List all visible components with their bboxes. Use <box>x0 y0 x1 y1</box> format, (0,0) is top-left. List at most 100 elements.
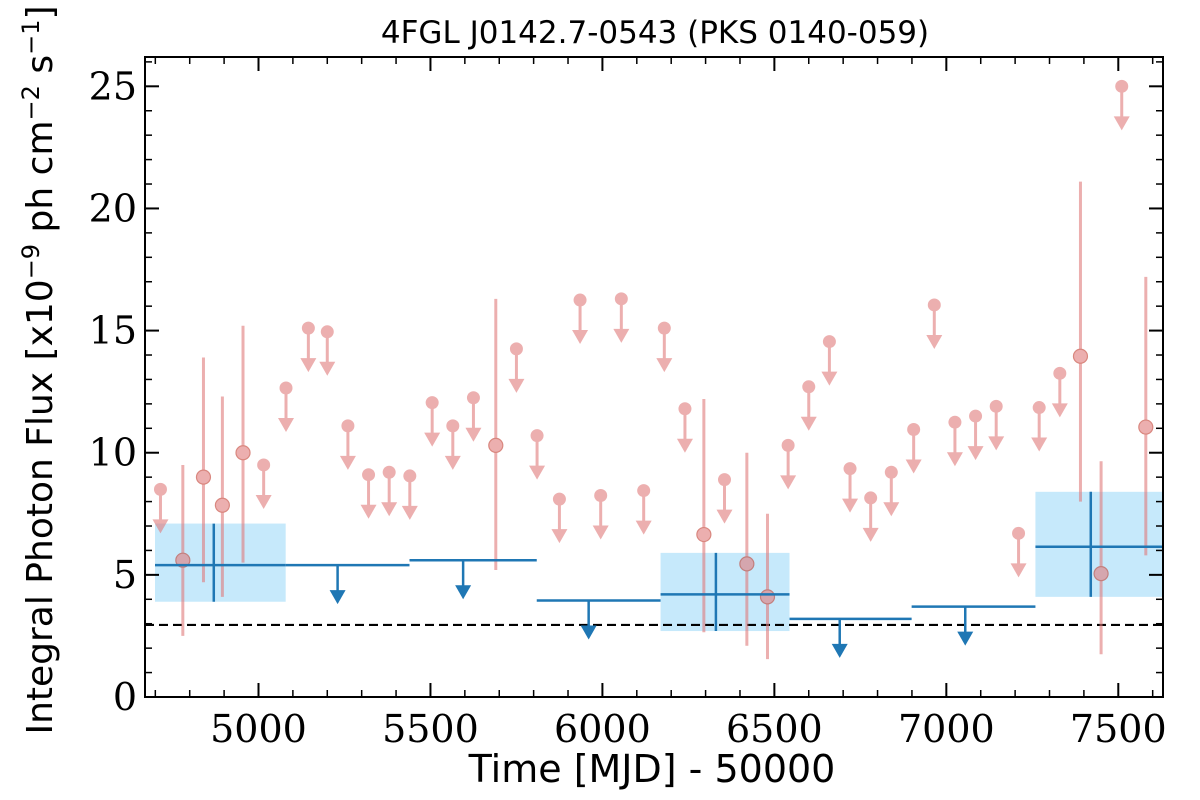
upper-limit-arrow <box>381 502 398 517</box>
upper-limit-arrow <box>580 625 597 640</box>
upper-limit-arrow <box>716 509 733 524</box>
long-bin-detection <box>660 552 790 632</box>
upper-limit-marker <box>552 492 566 506</box>
upper-limit-marker <box>781 438 795 452</box>
y-axis-label-exponent: −1 <box>17 20 45 55</box>
short-bin-upper-limit <box>339 419 356 470</box>
x-tick-label: 7500 <box>1070 707 1167 751</box>
short-bin-upper-limit <box>572 293 589 345</box>
upper-limit-arrow <box>780 475 797 490</box>
short-bin-upper-limit <box>635 484 652 535</box>
short-bin-upper-limit <box>676 402 693 453</box>
long-bin-error-box <box>1035 491 1163 597</box>
upper-limit-marker <box>637 484 651 498</box>
upper-limit-marker <box>153 482 167 496</box>
short-bin-upper-limit <box>967 409 984 461</box>
short-bin-upper-limit <box>360 468 377 519</box>
long-bin-upper-limit <box>536 599 661 640</box>
upper-limit-marker <box>425 396 439 410</box>
upper-limit-arrow <box>1010 563 1027 578</box>
upper-limit-marker <box>1032 401 1046 415</box>
y-tick-label: 20 <box>89 186 137 230</box>
upper-limit-marker <box>843 462 857 476</box>
short-bin-upper-limit <box>716 473 733 524</box>
long-bin-upper-limit <box>789 617 912 658</box>
short-bin-upper-limit <box>319 325 336 376</box>
short-bin-upper-limit <box>529 429 546 480</box>
x-tick-label: 6000 <box>554 707 651 751</box>
short-bin-upper-limit <box>842 462 859 513</box>
short-bin-upper-limit <box>381 465 398 517</box>
y-axis-label-exponent: −9 <box>17 244 45 279</box>
short-bin-upper-limit <box>401 469 418 520</box>
x-tick-label: 5000 <box>210 707 307 751</box>
short-bin-detection <box>175 464 191 636</box>
short-bin-upper-limit <box>613 292 630 343</box>
short-bin-upper-limit <box>592 488 609 540</box>
upper-limit-marker <box>802 380 816 394</box>
upper-limit-marker <box>362 468 376 482</box>
upper-limit-arrow <box>957 631 974 646</box>
short-bin-detection <box>235 325 251 563</box>
upper-limit-arrow <box>329 590 346 605</box>
short-bin-detection <box>739 452 755 646</box>
upper-limit-marker <box>382 465 396 479</box>
upper-limit-arrow <box>946 452 963 467</box>
upper-limit-marker <box>466 391 480 405</box>
upper-limit-arrow <box>572 330 589 345</box>
y-tick-label: 25 <box>89 64 137 108</box>
upper-limit-arrow <box>926 334 943 349</box>
upper-limit-arrow <box>401 505 418 520</box>
upper-limit-arrow <box>319 361 336 376</box>
short-bin-upper-limit <box>465 391 482 442</box>
short-bin-detection <box>1093 461 1109 655</box>
short-bin-upper-limit <box>883 465 900 517</box>
short-bin-upper-limit <box>424 396 441 447</box>
upper-limit-arrow <box>988 436 1005 451</box>
upper-limit-marker <box>530 429 544 443</box>
upper-limit-arrow <box>465 427 482 442</box>
upper-limit-marker <box>1053 366 1067 380</box>
upper-limit-marker <box>948 415 962 429</box>
detection-marker <box>1072 348 1089 364</box>
upper-limit-arrow <box>360 504 377 519</box>
upper-limit-marker <box>678 402 692 416</box>
upper-limit-arrow <box>592 525 609 540</box>
y-tick-label: 10 <box>89 431 137 475</box>
short-bin-detection <box>195 357 212 583</box>
upper-limit-arrow <box>278 417 295 432</box>
upper-limit-arrow <box>300 358 317 373</box>
x-tick-label: 6500 <box>726 707 823 751</box>
short-bin-detection <box>1072 181 1089 502</box>
short-bin-detection <box>1138 276 1154 556</box>
short-bin-upper-limit <box>862 491 879 542</box>
short-bin-upper-limit <box>800 380 817 431</box>
y-axis-label-exponent: −2 <box>17 85 45 120</box>
upper-limit-arrow <box>444 455 461 470</box>
upper-limit-marker <box>864 491 878 505</box>
y-tick-label: 0 <box>113 675 137 719</box>
short-bin-upper-limit <box>656 321 673 373</box>
detection-marker <box>1138 419 1154 435</box>
upper-limit-arrow <box>455 585 472 600</box>
axes: 5000 5500 6000 6500 7000 7500 0 5 10 15 20 25 <box>89 56 1167 751</box>
upper-limit-marker <box>884 465 898 479</box>
long-bin-upper-limit <box>409 558 537 600</box>
upper-limit-arrow <box>339 455 356 470</box>
upper-limit-marker <box>257 458 271 472</box>
upper-limit-arrow <box>676 438 693 453</box>
plot-area <box>145 79 1163 660</box>
upper-limit-marker <box>614 292 628 306</box>
upper-limit-marker <box>1012 526 1026 540</box>
x-tick-label: 5500 <box>382 707 479 751</box>
upper-limit-arrow <box>551 529 568 544</box>
upper-limit-arrow <box>635 520 652 535</box>
chart-title: 4FGL J0142.7-0543 (PKS 0140-059) <box>381 15 929 51</box>
y-axis-label-part: ] <box>20 5 61 19</box>
detection-marker <box>195 469 212 485</box>
upper-limit-marker <box>822 335 836 349</box>
short-bin-upper-limit <box>821 335 838 386</box>
short-bin-upper-limit <box>1113 79 1130 131</box>
x-tick-label: 7000 <box>898 707 995 751</box>
short-bin-upper-limit <box>152 482 169 534</box>
